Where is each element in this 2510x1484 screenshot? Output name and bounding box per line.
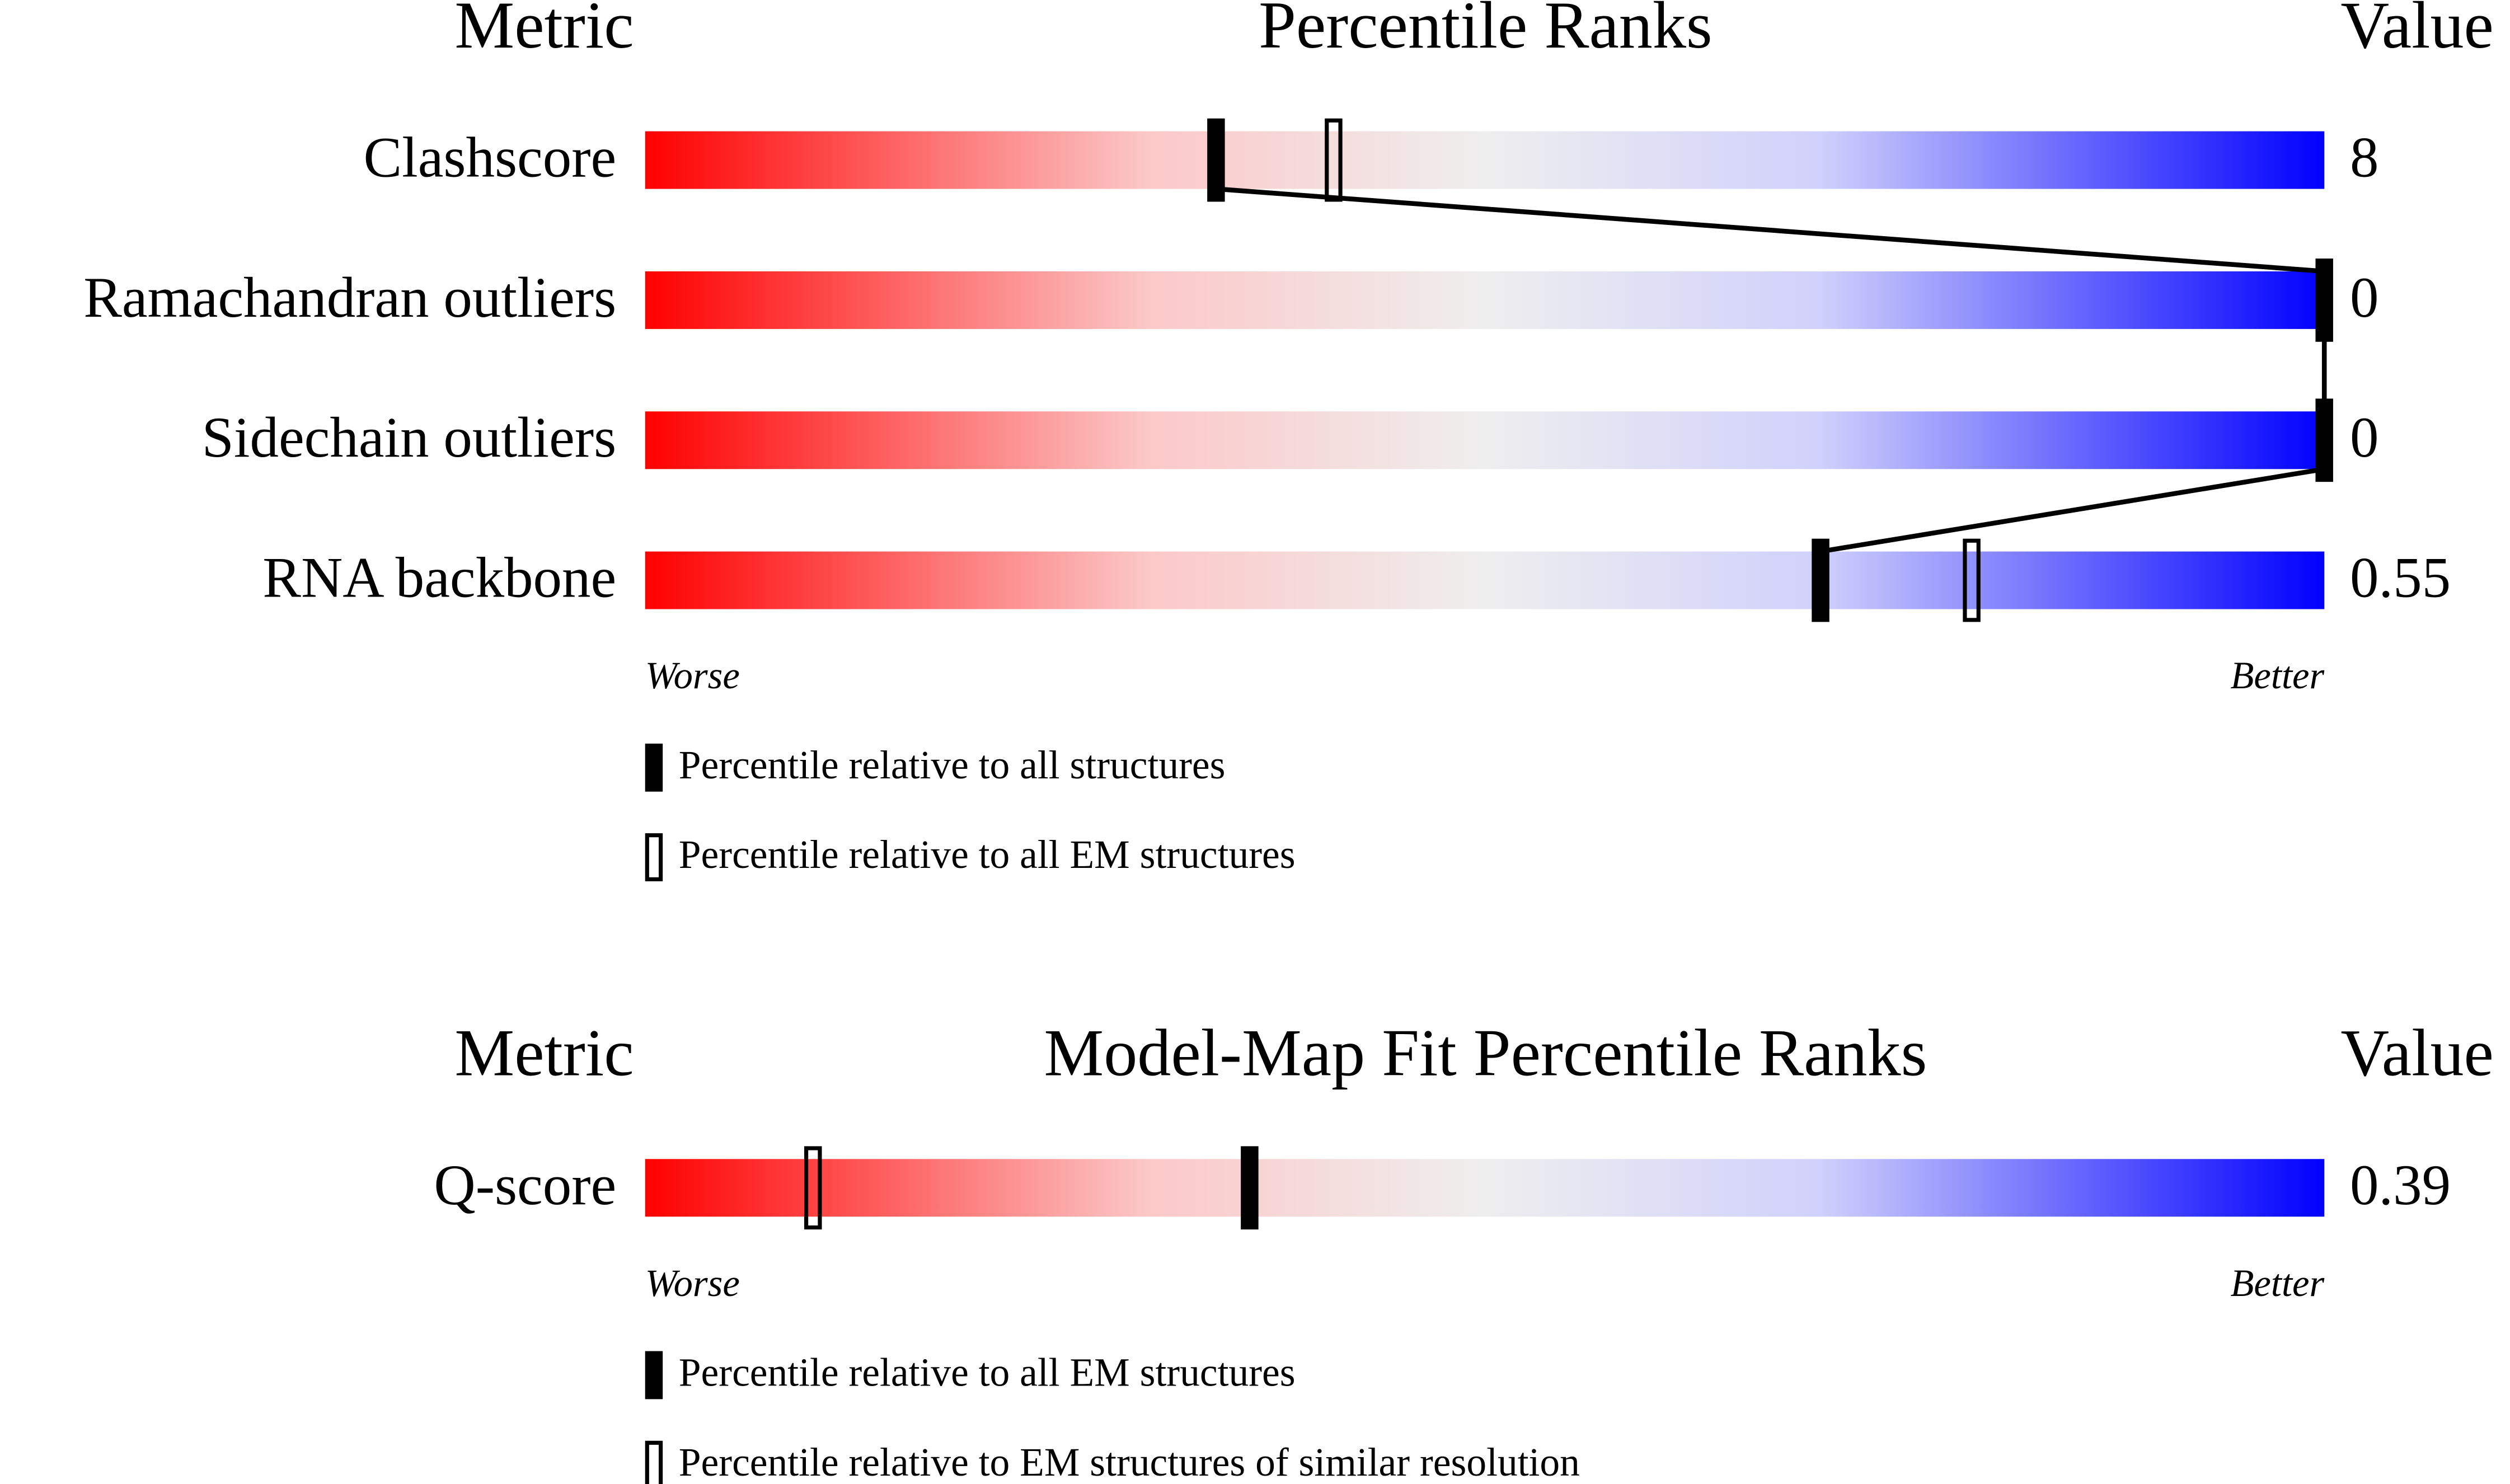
percentile-marker <box>1207 118 1225 202</box>
legend-label: Percentile relative to all EM structures <box>679 833 1296 877</box>
gradient-bar <box>645 411 2325 469</box>
metric-value: 0 <box>2350 406 2378 469</box>
legend-swatch <box>645 833 663 881</box>
worse-label: Worse <box>645 654 740 697</box>
gradient-bar <box>645 271 2325 329</box>
legend-label: Percentile relative to EM structures of … <box>679 1440 1580 1484</box>
percentile-marker-outline <box>1963 538 1981 622</box>
value-header: Value <box>2340 1015 2493 1089</box>
percentile-marker <box>2315 398 2333 482</box>
percentile-marker <box>2315 259 2333 342</box>
gradient-bar <box>645 131 2325 189</box>
chart-title: Model-Map Fit Percentile Ranks <box>1044 1015 1927 1089</box>
percentile-marker <box>1241 1146 1259 1230</box>
connector-line <box>1216 186 2325 274</box>
metric-label: Clashscore <box>363 125 616 189</box>
metric-value: 0.39 <box>2350 1153 2451 1217</box>
better-label: Better <box>2230 1262 2324 1304</box>
worse-label: Worse <box>645 1262 740 1304</box>
percentile-marker-outline <box>804 1146 822 1230</box>
metric-value: 8 <box>2350 125 2378 189</box>
legend-label: Percentile relative to all structures <box>679 743 1226 787</box>
gradient-bar <box>645 551 2325 609</box>
gradient-bar <box>645 1159 2325 1217</box>
metric-label: RNA backbone <box>262 546 616 609</box>
legend-label: Percentile relative to all EM structures <box>679 1351 1296 1395</box>
metric-value: 0.55 <box>2350 546 2451 609</box>
better-label: Better <box>2230 654 2324 697</box>
metric-header: Metric <box>454 1015 634 1089</box>
percentile-marker <box>1812 538 1829 622</box>
value-header: Value <box>2340 0 2493 62</box>
metric-label: Ramachandran outliers <box>83 266 616 330</box>
legend-swatch <box>645 1440 663 1484</box>
metric-value: 0 <box>2350 266 2378 330</box>
metric-header: Metric <box>454 0 634 62</box>
percentile-marker-outline <box>1325 118 1343 202</box>
legend-swatch <box>645 1351 663 1400</box>
chart-title: Percentile Ranks <box>1259 0 1713 62</box>
metric-label: Sidechain outliers <box>202 406 617 469</box>
metric-label: Q-score <box>434 1153 616 1217</box>
connector-line <box>1820 466 2325 554</box>
legend-swatch <box>645 743 663 792</box>
